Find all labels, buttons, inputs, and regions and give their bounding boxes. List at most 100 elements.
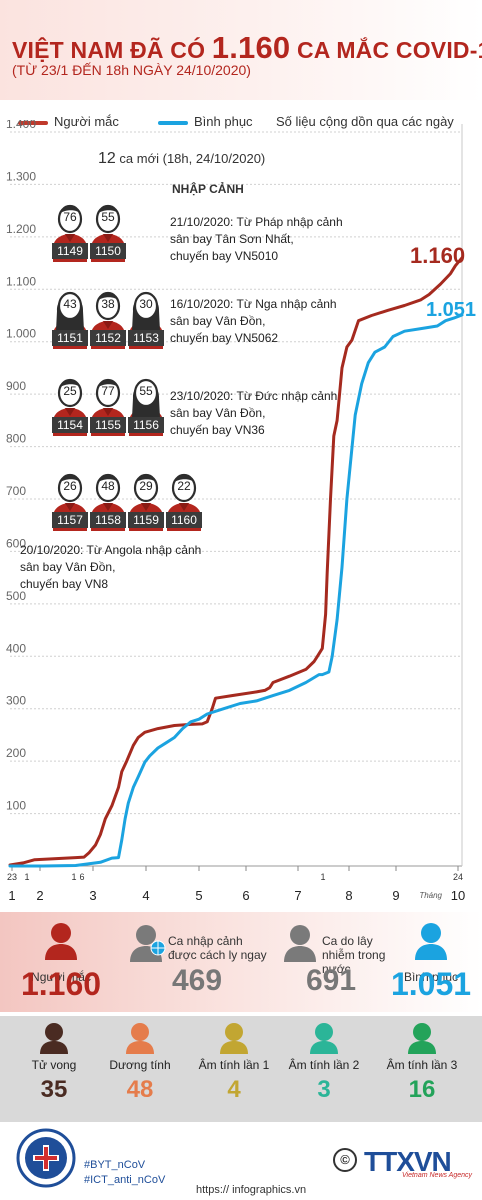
group-note-line: 20/10/2020: Từ Angola nhập cảnh <box>20 543 202 557</box>
title-text-1: VIỆT NAM ĐÃ CÓ <box>12 37 206 63</box>
y-tick-label: 1.100 <box>6 274 36 288</box>
group-note-line: chuyến bay VN5062 <box>170 331 279 345</box>
group-note-line: chuyến bay VN8 <box>20 577 109 591</box>
title-number: 1.160 <box>211 30 291 65</box>
footer-url[interactable]: https:// infographics.vn <box>196 1184 307 1196</box>
patient-age: 29 <box>139 479 153 493</box>
group-note: 21/10/2020: Từ Pháp nhập cảnh sân bay Tân… <box>170 214 343 265</box>
patient-id-badge: 1151 <box>52 330 88 346</box>
patient-1157: 26 1157 <box>52 467 88 531</box>
agency-name: Vietnam News Agency <box>402 1172 473 1179</box>
x-month-label: 3 <box>89 888 96 903</box>
y-tick-label: 800 <box>6 432 26 446</box>
patient-age: 55 <box>139 384 153 398</box>
status-value: 16 <box>408 1076 436 1103</box>
patient-id-badge: 1149 <box>52 243 88 259</box>
patient-id-badge: 1152 <box>90 330 126 346</box>
status-stat: Âm tính lần 2 3 <box>276 1022 372 1104</box>
stat-recovered: Bình phục 1.051 <box>380 918 482 1012</box>
legend-infected-label: Người mắc <box>54 114 119 129</box>
patient-id-badge: 1155 <box>90 417 126 433</box>
group-note-line: sân bay Vân Đồn, <box>170 314 266 328</box>
x-month-label: 9 <box>392 888 399 903</box>
stat-label: Bình phục <box>403 970 459 984</box>
status-value: 4 <box>227 1076 241 1103</box>
patient-age: 22 <box>177 479 191 493</box>
footer-hashtags: #BYT_nCoV #ICT_anti_nCoV <box>84 1158 165 1188</box>
x-month-label: 6 <box>242 888 249 903</box>
x-day-label: 23 <box>7 872 17 882</box>
group-note-line: 23/10/2020: Từ Đức nhập cảnh <box>170 389 338 403</box>
hashtag-ict[interactable]: #ICT_anti_nCoV <box>84 1174 166 1186</box>
patient-id-badge: 1154 <box>52 417 88 433</box>
status-label: Âm tính lần 2 <box>288 1058 360 1072</box>
patient-id-badge: 1157 <box>52 512 88 528</box>
patient-1151: 43 1151 <box>52 285 88 349</box>
stat-value: 691 <box>305 964 357 997</box>
y-tick-label: 900 <box>6 379 26 393</box>
group-note-line: sân bay Vân Đồn, <box>20 560 116 574</box>
legend-infected: Người mắc <box>18 114 119 129</box>
group-note: 23/10/2020: Từ Đức nhập cảnh sân bay Vân … <box>170 388 337 439</box>
y-tick-label: 700 <box>6 484 26 498</box>
hashtag-byt[interactable]: #BYT_nCoV <box>84 1159 146 1171</box>
patient-1154: 25 1154 <box>52 372 88 436</box>
y-tick-label: 300 <box>6 694 26 708</box>
status-value: 35 <box>40 1076 68 1103</box>
patient-1160: 22 1160 <box>166 467 202 531</box>
stat-label: Ca nhập cảnh được cách ly ngay <box>168 934 267 962</box>
stat-value: 469 <box>171 964 223 997</box>
x-day-label: 1 <box>24 872 29 882</box>
page-subtitle: (TỪ 23/1 ĐẾN 18h NGÀY 24/10/2020) <box>12 62 251 78</box>
status-stat: Tử vong 35 <box>6 1022 102 1104</box>
x-day-label: 24 <box>453 872 463 882</box>
stat-value: 1.051 <box>390 966 472 1002</box>
x-month-label: 2 <box>36 888 43 903</box>
y-tick-label: 1.000 <box>6 327 36 341</box>
copyright-icon: © <box>333 1148 357 1172</box>
section-entry-label: NHẬP CẢNH <box>172 182 244 196</box>
y-tick-label: 400 <box>6 641 26 655</box>
group-note: 20/10/2020: Từ Angola nhập cảnh sân bay V… <box>20 542 201 593</box>
x-day-label: 6 <box>79 872 84 882</box>
x-month-label: 5 <box>195 888 202 903</box>
stat-local: Ca do lây nhiễm trong nước 691 <box>278 920 388 1014</box>
patient-1158: 48 1158 <box>90 467 126 531</box>
patient-age: 26 <box>63 479 77 493</box>
status-value: 3 <box>317 1076 331 1103</box>
status-label: Âm tính lần 1 <box>198 1058 270 1072</box>
group-note-line: sân bay Tân Sơn Nhất, <box>170 232 294 246</box>
x-unit-label: Tháng <box>419 891 442 900</box>
y-tick-label: 600 <box>6 536 26 550</box>
patient-id-badge: 1158 <box>90 512 126 528</box>
series-line-infected <box>8 256 464 867</box>
x-day-label: 1 <box>320 872 325 882</box>
person-icon <box>408 1023 436 1054</box>
x-month-label: 4 <box>142 888 149 903</box>
x-day-label: 1 <box>71 872 76 882</box>
end-label-recovered: 1.051 <box>426 299 476 321</box>
y-tick-label: 1.200 <box>6 222 36 236</box>
legend-note: Số liệu cộng dồn qua các ngày <box>276 114 454 129</box>
person-icon <box>40 1023 68 1054</box>
status-stat: Âm tính lần 1 4 <box>186 1022 282 1104</box>
patient-age: 38 <box>101 297 115 311</box>
globe-icon <box>150 940 166 956</box>
legend-recovered-label: Bình phục <box>194 114 253 129</box>
group-note-line: chuyến bay VN5010 <box>170 249 279 263</box>
person-icon <box>310 1023 338 1054</box>
y-tick-label: 1.300 <box>6 169 36 183</box>
y-tick-label: 100 <box>6 799 26 813</box>
stat-quarantine: Ca nhập cảnh được cách ly ngay 469 <box>124 920 274 1014</box>
x-month-label: 1 <box>8 888 15 903</box>
legend-recovered-swatch <box>158 120 188 125</box>
legend-recovered: Bình phục <box>158 114 253 129</box>
y-tick-label: 500 <box>6 589 26 603</box>
ttxvn-logo: TTXVN <box>364 1146 452 1177</box>
y-tick-label: 200 <box>6 746 26 760</box>
person-icon <box>220 1023 248 1054</box>
end-label-infected: 1.160 <box>410 243 465 268</box>
status-label: Dương tính <box>109 1058 171 1072</box>
x-month-label: 8 <box>345 888 352 903</box>
patient-age: 77 <box>101 384 115 398</box>
